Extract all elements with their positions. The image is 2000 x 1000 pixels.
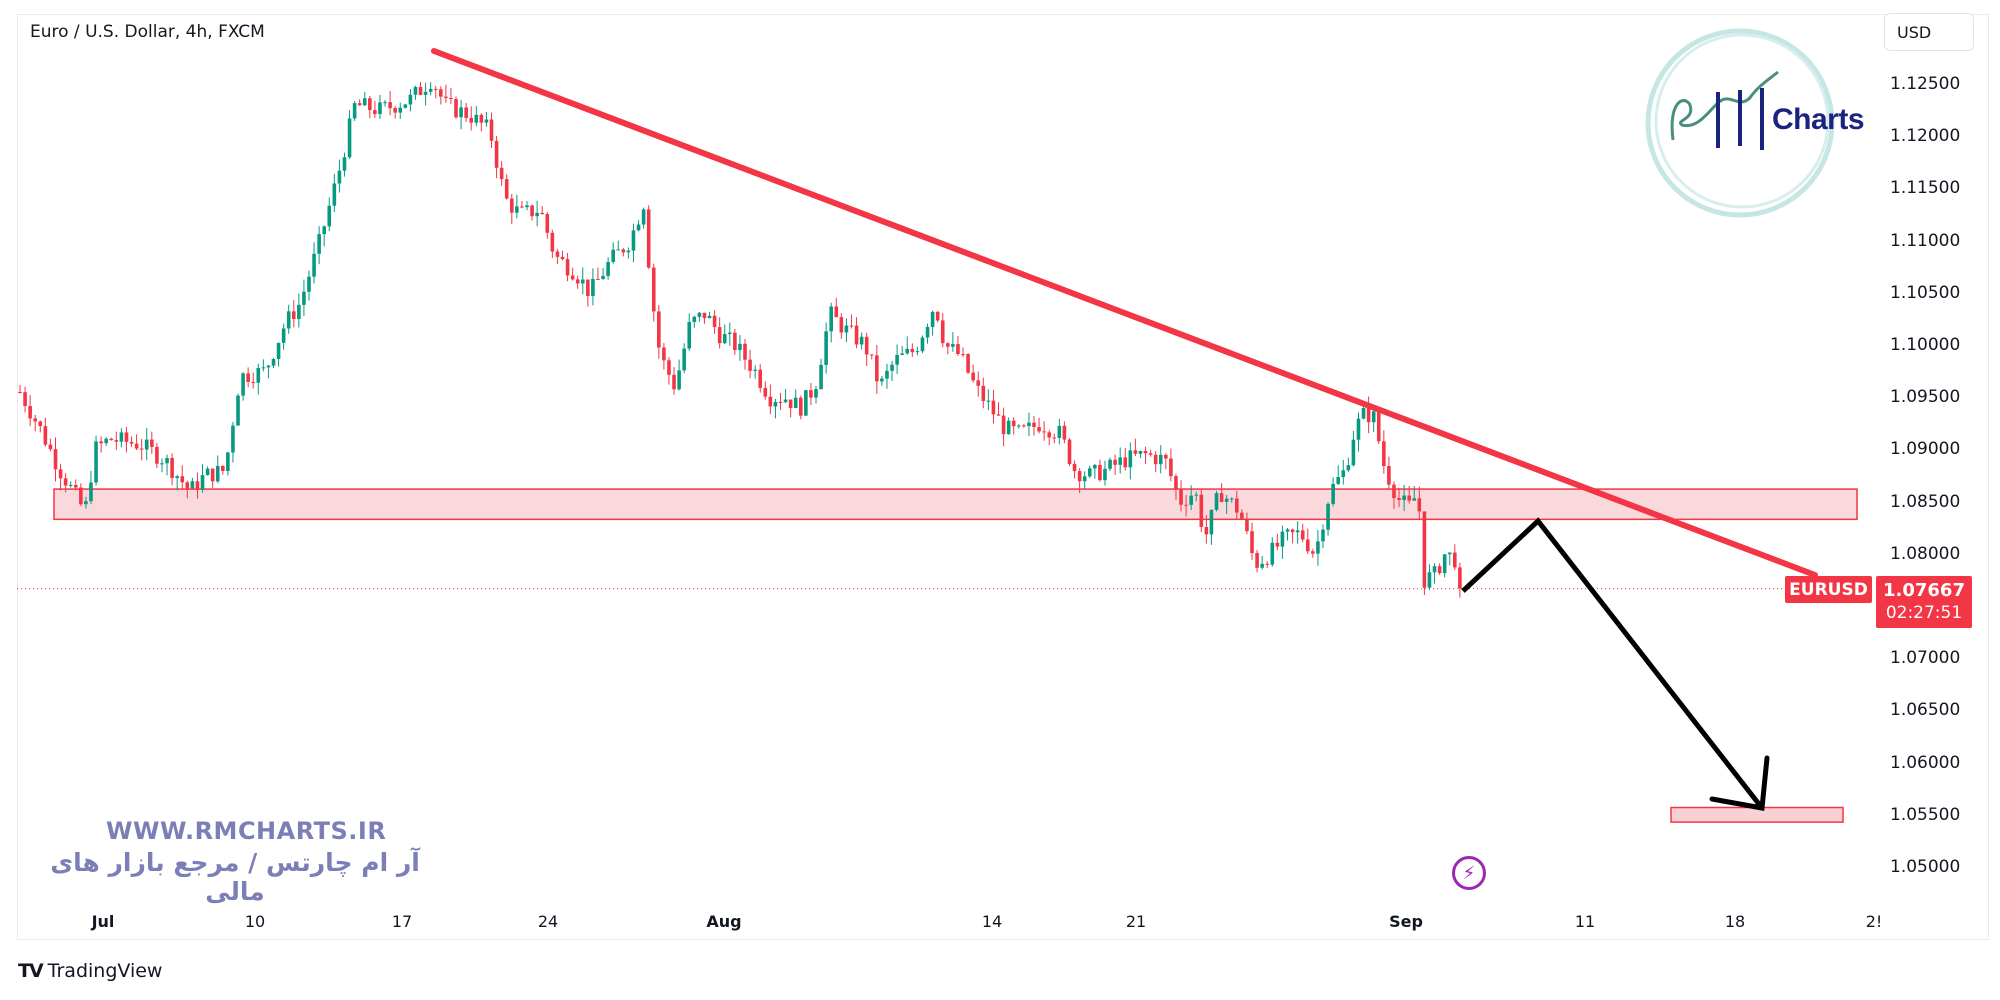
time-tick: 17	[391, 912, 413, 931]
price-tick: 1.09500	[1890, 387, 1961, 408]
time-tick: Aug	[706, 912, 742, 931]
price-tick: 1.08500	[1890, 491, 1961, 512]
price-tick: 1.11000	[1890, 230, 1961, 251]
bar-countdown: 02:27:51	[1885, 603, 1963, 623]
price-tick: 1.06000	[1890, 752, 1961, 773]
price-tick: 1.10000	[1890, 335, 1961, 355]
arrow-head-icon	[1709, 755, 1770, 811]
symbol-price-label: EURUSD	[1785, 576, 1872, 603]
price-tick: 1.08000	[1890, 543, 1961, 564]
time-tick: 14	[981, 912, 1003, 931]
price-tick: 1.10500	[1890, 282, 1961, 303]
time-tick: 10	[244, 912, 266, 931]
candlestick-series	[18, 82, 1462, 598]
current-price-tag: 1.07667 02:27:51	[1876, 576, 1972, 628]
currency-button[interactable]: USD	[1884, 13, 1974, 51]
target-zone[interactable]	[1670, 806, 1844, 823]
projection-path[interactable]	[1461, 517, 1764, 810]
watermark-persian: آر ام چارتس / مرجع بازار های مالی	[50, 848, 420, 906]
price-tick: 1.12000	[1890, 126, 1961, 147]
rm-logo	[1645, 28, 1835, 218]
time-tick: 18	[1724, 912, 1746, 931]
chart-frame	[17, 14, 1989, 940]
price-tick: 1.11500	[1890, 178, 1961, 199]
price-tick: 1.05000	[1890, 857, 1961, 877]
time-tick: 24	[537, 912, 559, 931]
lightning-icon[interactable]: ⚡	[1452, 856, 1486, 890]
time-tick: 21	[1125, 912, 1147, 931]
price-tick: 1.05500	[1890, 804, 1961, 825]
support-zone[interactable]	[53, 488, 1858, 521]
logo-text: Charts	[1772, 103, 1865, 136]
watermark-url: WWW.RMCHARTS.IR	[106, 817, 387, 845]
price-tick: 1.06500	[1890, 700, 1961, 721]
time-tick: 2!	[1865, 912, 1883, 931]
price-tick: 1.12500	[1890, 74, 1961, 94]
time-tick: Sep	[1389, 912, 1423, 931]
tradingview-logo[interactable]: TV TradingView	[18, 960, 162, 982]
price-tick: 1.09000	[1890, 439, 1961, 460]
time-tick: 11	[1574, 912, 1596, 931]
tradingview-mark-icon: TV	[18, 960, 44, 982]
time-tick: Jul	[91, 912, 115, 931]
price-tick: 1.07000	[1890, 648, 1961, 669]
current-price-value: 1.07667	[1883, 580, 1965, 601]
tradingview-brand: TradingView	[47, 960, 163, 982]
resistance-trendline[interactable]	[431, 48, 1818, 578]
symbol-title[interactable]: Euro / U.S. Dollar, 4h, FXCM	[30, 22, 265, 42]
